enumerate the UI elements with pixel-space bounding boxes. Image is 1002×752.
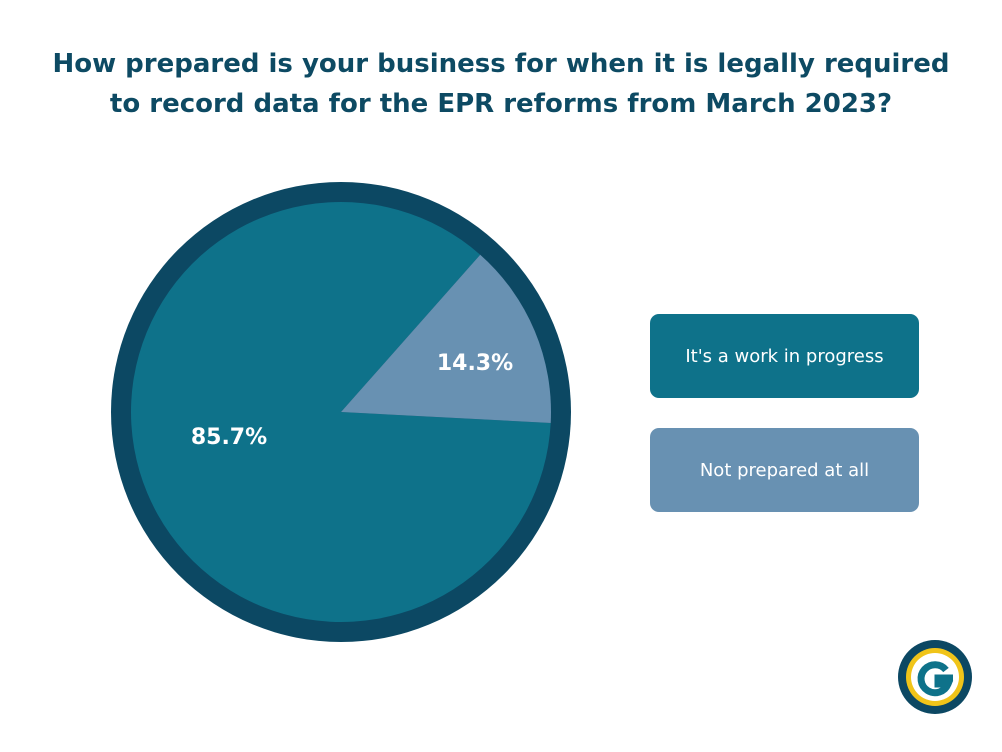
legend-item-work-in-progress: It's a work in progress xyxy=(650,314,919,398)
legend-label: It's a work in progress xyxy=(685,345,884,367)
data-label-work-in-progress: 85.7% xyxy=(191,425,267,450)
chart-title: How prepared is your business for when i… xyxy=(0,44,1002,124)
pie-slice-not-prepared xyxy=(341,254,551,423)
chart-title-line-1: How prepared is your business for when i… xyxy=(52,49,950,79)
chart-title-line-2: to record data for the EPR reforms from … xyxy=(109,89,893,119)
logo-glyph xyxy=(917,661,954,697)
data-label-not-prepared: 14.3% xyxy=(437,351,513,376)
legend-label: Not prepared at all xyxy=(699,459,870,481)
pie-slice-work-in-progress xyxy=(130,201,551,622)
logo-icon xyxy=(898,640,972,714)
legend-item-not-prepared: Not prepared at all xyxy=(650,428,919,512)
